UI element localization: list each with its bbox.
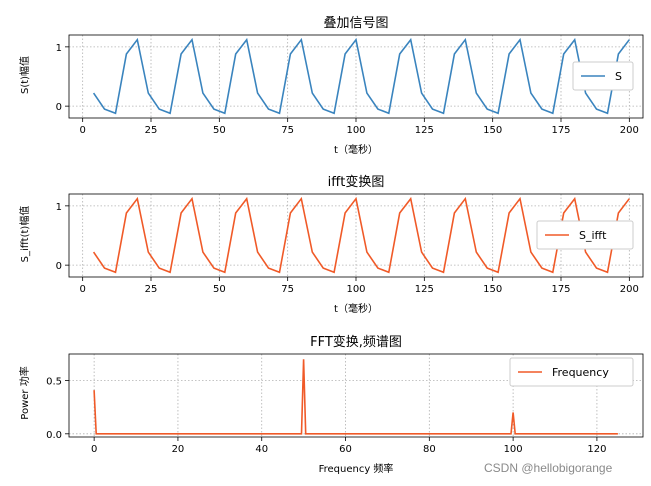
chart-3-ytick-label-0: 0.0: [46, 430, 62, 441]
chart-3-xtick-label-4: 80: [423, 444, 436, 455]
chart-3-xtick-label-2: 40: [255, 444, 268, 455]
chart-1: 叠加信号图 0 25 50 75 100 125 150 175 200 0 1 S t（毫秒） S…: [18, 16, 644, 156]
chart-1-xtick-label-4: 100: [346, 125, 365, 136]
chart-1-ticks: 0 25 50 75 100 125 150 175 200 0 1: [56, 43, 639, 136]
chart-1-xtick-label-8: 200: [620, 125, 639, 136]
chart-3-xlabel: Frequency 频率: [319, 462, 394, 475]
chart-2-frame: [68, 193, 644, 278]
chart-2-xtick-label-1: 25: [145, 284, 158, 295]
chart-1-title: 叠加信号图: [323, 16, 388, 31]
chart-1-xtick-label-3: 75: [281, 125, 294, 136]
chart-3-title: FFT变换,频谱图: [310, 334, 402, 350]
chart-1-grid: [69, 35, 643, 118]
chart-2-xtick-label-6: 150: [483, 284, 502, 295]
chart-2-ylabel: S_ifft(t)幅值: [18, 206, 31, 263]
chart-1-ylabel: S(t)幅值: [18, 56, 31, 94]
chart-2-xtick-label-7: 175: [551, 284, 570, 295]
chart-2-xtick-label-8: 200: [620, 284, 639, 295]
chart-1-ytick-label-0: 0: [56, 102, 62, 113]
chart-2-legend: S_ifft: [536, 220, 634, 250]
chart-2-ytick-label-1: 1: [56, 202, 62, 213]
chart-2-title: ifft变换图: [328, 174, 385, 190]
chart-1-xlabel: t（毫秒）: [334, 143, 378, 156]
chart-3-legend-box: [509, 357, 634, 387]
chart-1-xtick-label-0: 0: [79, 125, 85, 136]
chart-3-frame: [68, 353, 644, 438]
chart-2-legend-box: [536, 220, 634, 250]
chart-2-xtick-label-4: 100: [346, 284, 365, 295]
chart-1-frame: [68, 34, 644, 119]
chart-3-series-line: [93, 359, 618, 435]
chart-3-xtick-label-0: 0: [91, 444, 97, 455]
chart-3-xtick-label-1: 20: [172, 444, 185, 455]
chart-3-ticks: 0 20 40 60 80 100 120 0.0 0.5: [46, 377, 606, 455]
chart-3-xtick-label-5: 100: [504, 444, 523, 455]
chart-3-legend: Frequency: [509, 357, 634, 387]
chart-2-grid: [69, 194, 643, 277]
chart-1-series-line: [92, 37, 630, 115]
chart-1-ytick-label-1: 1: [56, 43, 62, 54]
chart-2-legend-label: S_ifft: [579, 229, 607, 242]
chart-2-xtick-label-2: 50: [213, 284, 226, 295]
chart-1-xtick-label-1: 25: [145, 125, 158, 136]
chart-1-xtick-label-7: 175: [551, 125, 570, 136]
chart-3-xtick-label-6: 120: [587, 444, 606, 455]
chart-2-xlabel: t（毫秒）: [334, 302, 378, 315]
chart-1-xtick-label-2: 50: [213, 125, 226, 136]
chart-2-xtick-label-3: 75: [281, 284, 294, 295]
chart-3-ylabel: Power 功率: [18, 366, 31, 419]
chart-3-ytick-label-1: 0.5: [46, 377, 62, 388]
chart-1-xtick-label-5: 125: [415, 125, 434, 136]
chart-3-xtick-label-3: 60: [339, 444, 352, 455]
watermark: CSDN @hellobigorange: [484, 461, 613, 475]
chart-2-series-line: [92, 196, 630, 274]
chart-2-xtick-label-0: 0: [79, 284, 85, 295]
chart-2-xtick-label-5: 125: [415, 284, 434, 295]
chart-3-legend-label: Frequency: [552, 366, 609, 379]
chart-3: FFT变换,频谱图 0 20 40 60 80 100 120 0.0 0.5 Frequenc…: [18, 334, 644, 475]
chart-2-ytick-label-0: 0: [56, 261, 62, 272]
chart-2-ticks: 0 25 50 75 100 125 150 175 200 0 1: [56, 202, 639, 295]
chart-1-legend: S: [572, 61, 634, 91]
chart-1-legend-label: S: [615, 70, 622, 83]
chart-1-xtick-label-6: 150: [483, 125, 502, 136]
